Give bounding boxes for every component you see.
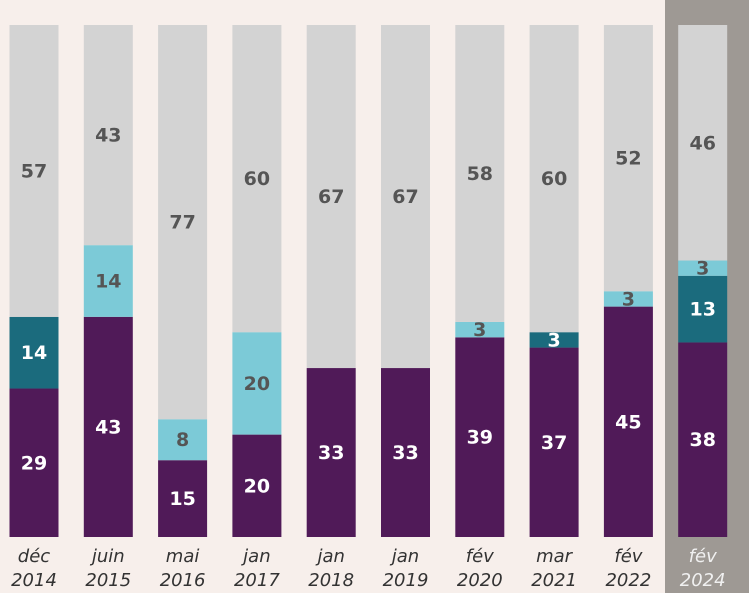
x-tick-label-line: 2015 xyxy=(85,570,131,591)
value-label: 3 xyxy=(547,329,560,351)
value-label: 20 xyxy=(244,373,270,395)
value-label: 58 xyxy=(467,163,493,185)
bar-segment xyxy=(455,321,505,338)
x-tick-label: mar 2021 xyxy=(531,546,577,591)
bar-segment xyxy=(83,316,133,537)
x-tick-label: jan 2017 xyxy=(234,546,280,591)
value-label: 20 xyxy=(244,475,270,497)
x-tick-label: mai 2016 xyxy=(160,546,206,591)
value-label: 3 xyxy=(696,258,709,280)
value-label: 60 xyxy=(244,168,270,190)
bar-segment xyxy=(158,25,208,420)
x-tick-label-line: 2021 xyxy=(531,570,577,591)
x-tick-label-line: jan xyxy=(240,546,270,567)
bar-segment xyxy=(158,419,208,461)
value-label: 14 xyxy=(95,271,121,293)
x-tick-label: fév 2024 xyxy=(680,546,726,591)
x-tick-label: fév 2022 xyxy=(605,546,651,591)
value-label: 33 xyxy=(392,442,418,464)
bar-segment xyxy=(678,25,728,261)
bar-segment xyxy=(381,25,430,369)
bar-segment xyxy=(678,342,728,537)
bar-segment xyxy=(529,25,579,333)
bar-segment xyxy=(603,291,653,307)
bar-segment xyxy=(232,332,282,435)
x-tick-label-line: 2022 xyxy=(605,570,651,591)
x-tick-label: juin 2015 xyxy=(85,546,131,591)
bar-segment xyxy=(9,316,59,389)
x-tick-label-line: 2016 xyxy=(160,570,206,591)
x-tick-label: fév 2020 xyxy=(457,546,503,591)
value-label: 52 xyxy=(615,148,641,170)
x-tick-label-line: 2024 xyxy=(680,570,726,591)
value-label: 45 xyxy=(615,411,641,433)
bar-segment xyxy=(83,245,133,317)
value-label: 67 xyxy=(392,186,418,208)
bar-segment xyxy=(381,368,430,537)
bar-segment xyxy=(678,260,728,276)
x-tick-label-line: jan xyxy=(389,546,419,567)
x-tick-label-line: fév xyxy=(689,546,717,567)
bar-segment xyxy=(455,25,505,322)
value-label: 15 xyxy=(169,488,195,510)
bar-segment xyxy=(529,347,579,537)
x-tick-label-line: fév xyxy=(466,546,494,567)
value-label: 13 xyxy=(689,299,715,321)
bar-segment xyxy=(603,25,653,292)
value-label: 77 xyxy=(169,212,195,234)
value-label: 46 xyxy=(689,132,715,154)
value-label: 33 xyxy=(318,442,344,464)
value-label: 29 xyxy=(21,452,47,474)
bar-segment xyxy=(603,306,653,537)
x-tick-label-line: mai xyxy=(166,546,200,567)
bar-segment xyxy=(83,25,133,246)
x-tick-label: déc 2014 xyxy=(11,546,57,591)
x-tick-label-line: 2018 xyxy=(308,570,354,591)
bar-segment xyxy=(306,368,356,537)
bar-segment xyxy=(678,275,728,343)
value-label: 38 xyxy=(689,429,715,451)
x-tick-label-line: juin xyxy=(89,546,125,567)
bar-segment xyxy=(158,460,208,537)
bar-segment xyxy=(232,25,282,333)
value-label: 3 xyxy=(473,319,486,341)
value-label: 39 xyxy=(467,427,493,449)
x-tick-label: jan 2019 xyxy=(383,546,429,591)
value-label: 8 xyxy=(176,429,189,451)
x-tick-label-line: mar xyxy=(536,546,574,567)
value-label: 60 xyxy=(541,168,567,190)
x-tick-label-line: fév xyxy=(614,546,642,567)
x-tick-label-line: déc xyxy=(18,546,51,567)
bar-segment xyxy=(455,337,505,537)
bar-segment xyxy=(9,388,59,537)
x-tick-label-line: 2019 xyxy=(383,570,429,591)
x-tick-label-line: 2014 xyxy=(11,570,57,591)
bar-segment xyxy=(529,332,579,348)
value-label: 43 xyxy=(95,416,121,438)
value-label: 57 xyxy=(21,160,47,182)
value-label: 37 xyxy=(541,432,567,454)
value-label: 3 xyxy=(622,288,635,310)
value-label: 14 xyxy=(21,342,47,364)
x-tick-label-line: 2017 xyxy=(234,570,280,591)
bar-segment xyxy=(9,25,59,317)
x-tick-label-line: 2020 xyxy=(457,570,503,591)
bar-segment xyxy=(232,434,282,537)
value-label: 67 xyxy=(318,186,344,208)
bar-segment xyxy=(306,25,356,369)
x-tick-label: jan 2018 xyxy=(308,546,354,591)
x-tick-label-line: jan xyxy=(314,546,344,567)
value-label: 43 xyxy=(95,125,121,147)
